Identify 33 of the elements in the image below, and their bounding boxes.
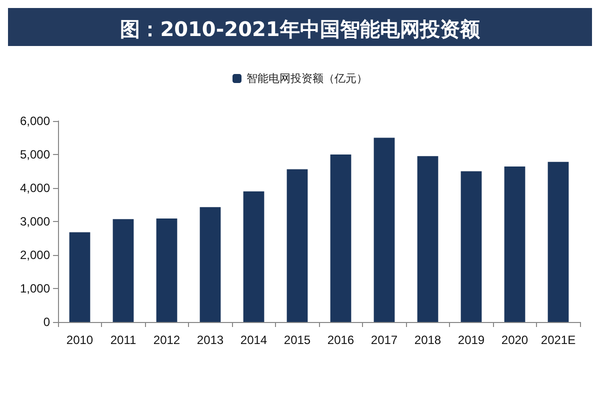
x-tick-label: 2021E <box>540 333 576 347</box>
bar <box>330 154 352 322</box>
y-tick-label: 4,000 <box>20 181 50 195</box>
bar <box>112 219 134 322</box>
y-tick-label: 3,000 <box>20 214 50 228</box>
bar <box>548 162 569 322</box>
bar <box>69 232 90 322</box>
x-tick-label: 2014 <box>240 333 268 347</box>
y-tick-label: 6,000 <box>20 114 50 128</box>
x-tick-label: 2015 <box>284 333 311 347</box>
x-tick-label: 2011 <box>110 333 136 347</box>
bar <box>417 156 438 322</box>
x-tick-label: 2017 <box>370 333 398 347</box>
x-tick-label: 2013 <box>196 333 224 347</box>
bar <box>374 138 395 322</box>
x-tick-label: 2012 <box>153 333 180 347</box>
bar <box>243 191 264 322</box>
chart-title: 图：2010-2021年中国智能电网投资额 <box>120 17 481 41</box>
x-tick-label: 2020 <box>501 333 528 347</box>
y-tick-label: 2,000 <box>20 248 50 262</box>
bar <box>156 218 178 322</box>
y-tick-label: 1,000 <box>20 282 50 296</box>
y-tick-label: 5,000 <box>20 148 50 162</box>
bar <box>286 169 308 322</box>
x-tick-label: 2018 <box>414 333 442 347</box>
bar <box>460 171 482 322</box>
x-tick-label: 2019 <box>458 333 485 347</box>
x-tick-label: 2010 <box>66 333 94 347</box>
bar <box>200 207 221 322</box>
y-tick-label: 0 <box>43 315 50 329</box>
legend-label: 智能电网投资额（亿元） <box>246 72 368 85</box>
bar <box>504 166 526 322</box>
x-tick-label: 2016 <box>327 333 354 347</box>
